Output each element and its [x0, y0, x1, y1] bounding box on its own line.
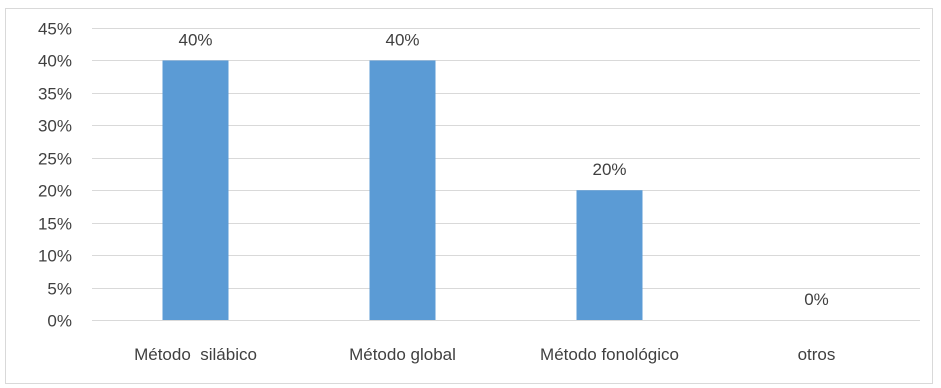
y-tick-label: 45% — [38, 20, 72, 39]
y-tick-label: 30% — [38, 117, 72, 136]
y-tick-label: 25% — [38, 150, 72, 169]
y-tick-label: 15% — [38, 215, 72, 234]
bar — [576, 190, 643, 320]
chart-frame — [5, 8, 933, 384]
y-tick-label: 10% — [38, 247, 72, 266]
data-label: 40% — [178, 30, 212, 49]
data-label: 0% — [804, 290, 829, 309]
y-tick-label: 35% — [38, 85, 72, 104]
bar — [369, 60, 436, 320]
data-label: 20% — [592, 160, 626, 179]
y-tick-label: 40% — [38, 52, 72, 71]
x-tick-label: Método fonológico — [540, 345, 679, 364]
y-tick-label: 5% — [47, 280, 72, 299]
x-tick-label: otros — [798, 345, 836, 364]
y-tick-label: 20% — [38, 182, 72, 201]
y-tick-label: 0% — [47, 312, 72, 331]
data-label: 40% — [385, 30, 419, 49]
x-tick-label: Método silábico — [134, 345, 257, 364]
x-tick-label: Método global — [349, 345, 456, 364]
bar — [162, 60, 229, 320]
